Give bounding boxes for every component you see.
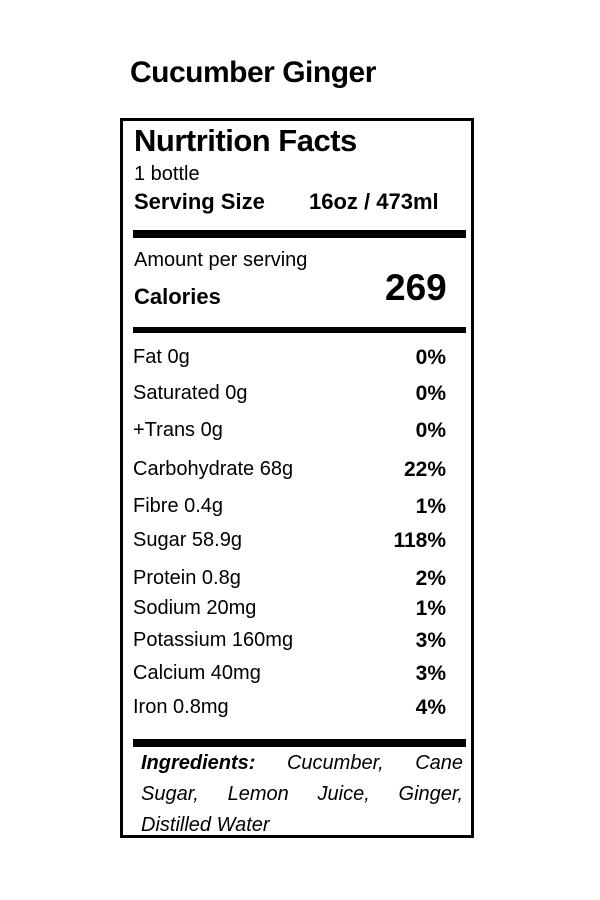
- nutrient-row: +Trans 0g 0%: [133, 419, 446, 445]
- nutrient-name: +Trans 0g: [133, 419, 223, 441]
- nutrient-name: Protein 0.8g: [133, 567, 241, 589]
- nutrient-daily-value: 4%: [415, 696, 446, 719]
- nutrient-row: Iron 0.8mg 4%: [133, 696, 446, 722]
- nutrient-row: Sodium 20mg 1%: [133, 597, 446, 623]
- label-heading: Nurtrition Facts: [134, 123, 357, 158]
- amount-per-serving: Amount per serving: [134, 249, 308, 271]
- nutrient-name: Iron 0.8mg: [133, 696, 229, 718]
- divider-medium: [133, 327, 466, 333]
- nutrition-facts-label: Nurtrition Facts 1 bottle Serving Size 1…: [120, 118, 474, 838]
- nutrient-daily-value: 0%: [415, 382, 446, 405]
- calories-label: Calories: [134, 284, 221, 309]
- product-title: Cucumber Ginger: [130, 56, 376, 89]
- nutrient-name: Potassium 160mg: [133, 629, 294, 651]
- nutrient-name: Fat 0g: [133, 346, 190, 368]
- servings-per-container: 1 bottle: [134, 163, 200, 185]
- nutrient-daily-value: 0%: [415, 419, 446, 442]
- nutrient-row: Carbohydrate 68g 22%: [133, 458, 446, 484]
- nutrient-name: Sugar 58.9g: [133, 529, 242, 551]
- nutrient-daily-value: 1%: [415, 495, 446, 518]
- ingredients: Ingredients: Cucumber, Cane Sugar, Lemon…: [141, 748, 463, 841]
- nutrient-name: Carbohydrate 68g: [133, 458, 294, 480]
- nutrient-row: Fat 0g 0%: [133, 346, 446, 372]
- nutrient-name: Fibre 0.4g: [133, 495, 224, 517]
- ingredients-label: Ingredients:: [141, 752, 256, 774]
- nutrient-row: Saturated 0g 0%: [133, 382, 446, 408]
- nutrient-daily-value: 118%: [393, 529, 446, 552]
- nutrient-daily-value: 3%: [415, 662, 446, 685]
- ingredients-text: Cucumber, Cane Sugar, Lemon Juice, Ginge…: [141, 752, 463, 836]
- divider-thick: [133, 739, 466, 747]
- nutrient-row: Protein 0.8g 2%: [133, 567, 446, 593]
- nutrient-row: Fibre 0.4g 1%: [133, 495, 446, 521]
- nutrient-row: Calcium 40mg 3%: [133, 662, 446, 688]
- calories-value: 269: [385, 267, 447, 308]
- nutrient-daily-value: 1%: [415, 597, 446, 620]
- serving-size-label: Serving Size: [134, 189, 265, 214]
- nutrient-name: Calcium 40mg: [133, 662, 261, 684]
- nutrient-name: Sodium 20mg: [133, 597, 257, 619]
- nutrient-daily-value: 22%: [403, 458, 446, 481]
- divider-thick: [133, 230, 466, 238]
- nutrient-row: Potassium 160mg 3%: [133, 629, 446, 655]
- nutrient-daily-value: 2%: [415, 567, 446, 590]
- nutrient-daily-value: 0%: [415, 346, 446, 369]
- nutrient-row: Sugar 58.9g 118%: [133, 529, 446, 555]
- serving-size-value: 16oz / 473ml: [309, 189, 439, 214]
- nutrient-daily-value: 3%: [415, 629, 446, 652]
- nutrient-name: Saturated 0g: [133, 382, 248, 404]
